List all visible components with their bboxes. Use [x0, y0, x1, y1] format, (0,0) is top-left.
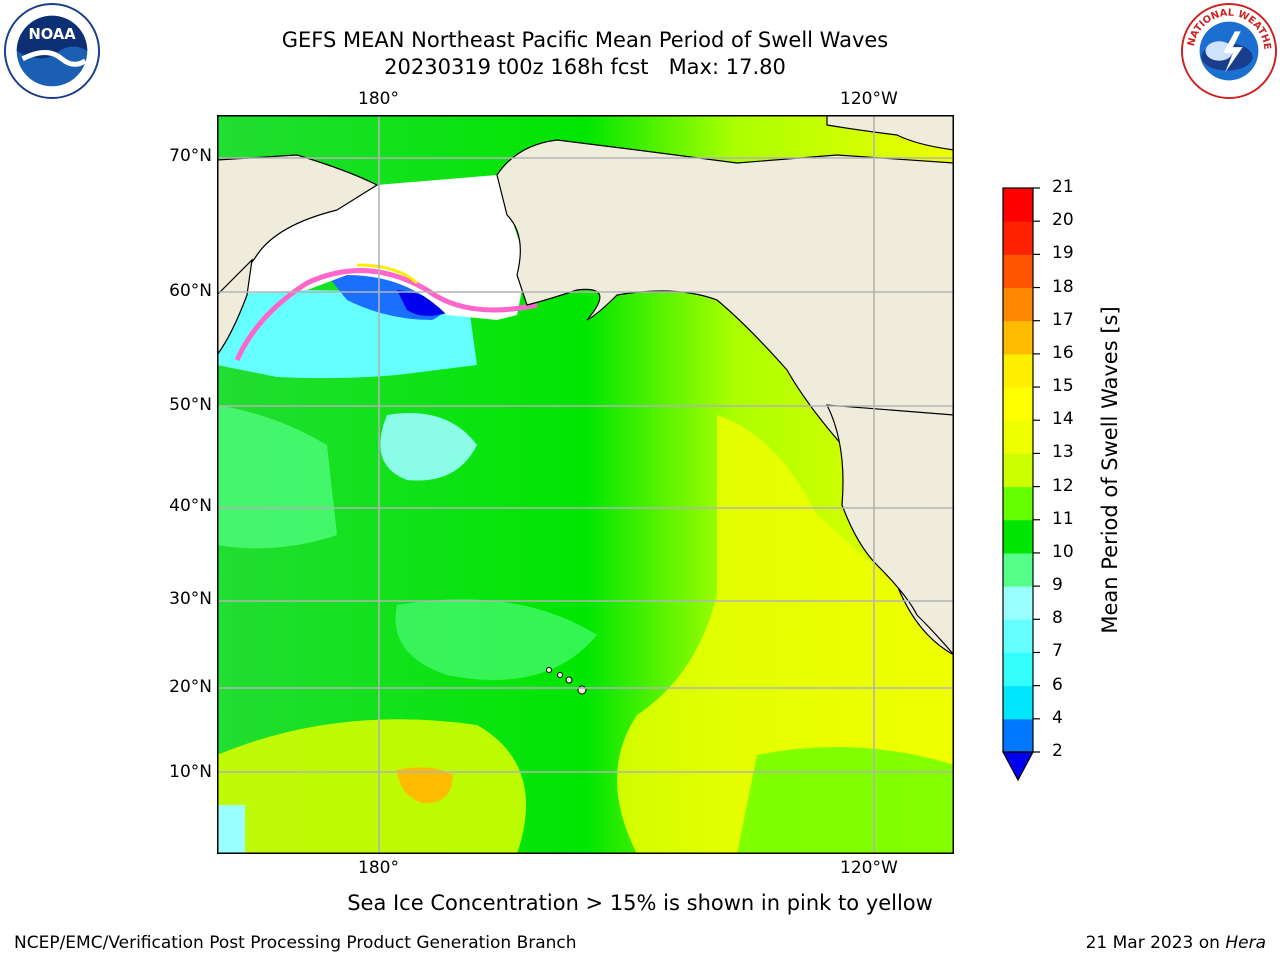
- colorbar-tick-label: 6: [1052, 674, 1063, 695]
- swell-period-map: [217, 115, 954, 854]
- field-9s-hawaii: [395, 599, 597, 680]
- colorbar-segment: [1003, 718, 1033, 753]
- colorbar-segment: [1003, 619, 1033, 653]
- colorbar-segment: [1003, 353, 1033, 388]
- field-16s-patch: [397, 767, 453, 804]
- land-west-coast-us: [825, 404, 954, 656]
- colorbar-segment: [1003, 685, 1033, 720]
- colorbar-tick-label: 13: [1052, 442, 1074, 463]
- graticule: [217, 115, 954, 854]
- chart-subtitle: 20230319 t00z 168h fcst Max: 17.80: [384, 55, 786, 79]
- colorbar-tick-label: 18: [1052, 276, 1074, 297]
- land-arctic-islands: [826, 115, 954, 151]
- colorbar-tick-label: 19: [1052, 243, 1074, 264]
- colorbar-segment: [1003, 221, 1033, 255]
- colorbar-segments: [1003, 188, 1033, 753]
- lat-label-10n: 10°N: [169, 762, 212, 782]
- colorbar-tick-label: 9: [1052, 575, 1063, 596]
- colorbar-segment: [1003, 453, 1033, 488]
- field-13-15s-east: [617, 415, 954, 854]
- colorbar-segment: [1003, 320, 1033, 355]
- field-12s-southeast: [737, 747, 954, 854]
- noaa-logo-icon: NOAA: [3, 2, 101, 100]
- lat-label-70n: 70°N: [169, 146, 212, 166]
- lat-label-60n: 60°N: [169, 281, 212, 301]
- colorbar-tick-label: 17: [1052, 309, 1074, 330]
- lat-label-20n: 20°N: [169, 677, 212, 697]
- lon-label-bottom-120w: 120°W: [840, 858, 898, 878]
- colorbar-segment: [1003, 188, 1033, 222]
- footer-date: 21 Mar 2023 on Hera: [1086, 933, 1266, 953]
- field-2s-deep: [397, 290, 447, 316]
- colorbar-segment: [1003, 287, 1033, 322]
- chart-title: GEFS MEAN Northeast Pacific Mean Period …: [281, 28, 889, 52]
- field-8s-sw-corner: [217, 805, 245, 854]
- colorbar-tick-label: 16: [1052, 342, 1074, 363]
- lat-label-50n: 50°N: [169, 395, 212, 415]
- land-alaska-canada: [496, 139, 954, 656]
- footer-date-text: 21 Mar 2023 on: [1085, 933, 1226, 953]
- colorbar-title: Mean Period of Swell Waves [s]: [1098, 306, 1122, 634]
- colorbar-tick-label: 14: [1052, 409, 1074, 430]
- colorbar-frame: [1002, 187, 1034, 753]
- land-kamchatka: [217, 258, 253, 357]
- noaa-logo-text: NOAA: [28, 26, 76, 43]
- sea-ice-edge-yellow: [356, 263, 419, 285]
- footer-host: Hera: [1225, 933, 1266, 953]
- field-9-10s-west: [217, 405, 337, 549]
- field-9s-central: [380, 413, 477, 481]
- colorbar-segment: [1003, 586, 1033, 620]
- map-frame: [217, 115, 954, 854]
- colorbar-tick-label: 2: [1052, 741, 1063, 761]
- footer-credit: NCEP/EMC/Verification Post Processing Pr…: [14, 933, 577, 953]
- colorbar-tick-label: 15: [1052, 376, 1074, 397]
- colorbar-segment: [1003, 387, 1033, 421]
- sea-ice-edge: [234, 268, 538, 362]
- lat-label-40n: 40°N: [169, 496, 212, 516]
- colorbar: [1001, 187, 1040, 782]
- colorbar-tick-label: 4: [1052, 707, 1063, 728]
- colorbar-tick-label: 8: [1052, 608, 1063, 629]
- colorbar-tick-label: 10: [1052, 541, 1074, 562]
- field-13-14s-south: [217, 719, 526, 854]
- colorbar-tick-label: 7: [1052, 641, 1063, 662]
- colorbar-tick-label: 12: [1052, 475, 1074, 496]
- colorbar-under-triangle: [1001, 751, 1035, 782]
- colorbar-segment: [1003, 486, 1033, 521]
- colorbar-segment: [1003, 420, 1033, 454]
- colorbar-ticks: [1033, 187, 1040, 753]
- lon-label-top-180: 180°: [358, 89, 399, 109]
- colorbar-segment: [1003, 552, 1033, 587]
- colorbar-tick-label: 21: [1052, 177, 1074, 197]
- nws-logo-icon: NATIONAL WEATHER SERVICE: [1180, 2, 1278, 100]
- colorbar-tick-label: 20: [1052, 210, 1074, 231]
- lon-label-top-120w: 120°W: [840, 89, 898, 109]
- colorbar-segment: [1003, 519, 1033, 554]
- sea-ice-note: Sea Ice Concentration > 15% is shown in …: [0, 891, 1280, 915]
- sea-ice-note-text: Sea Ice Concentration > 15% is shown in …: [347, 891, 933, 915]
- lat-label-30n: 30°N: [169, 589, 212, 609]
- lon-label-bottom-180: 180°: [358, 858, 399, 878]
- colorbar-segment: [1003, 254, 1033, 289]
- colorbar-segment: [1003, 652, 1033, 687]
- colorbar-tick-label: 11: [1052, 508, 1074, 529]
